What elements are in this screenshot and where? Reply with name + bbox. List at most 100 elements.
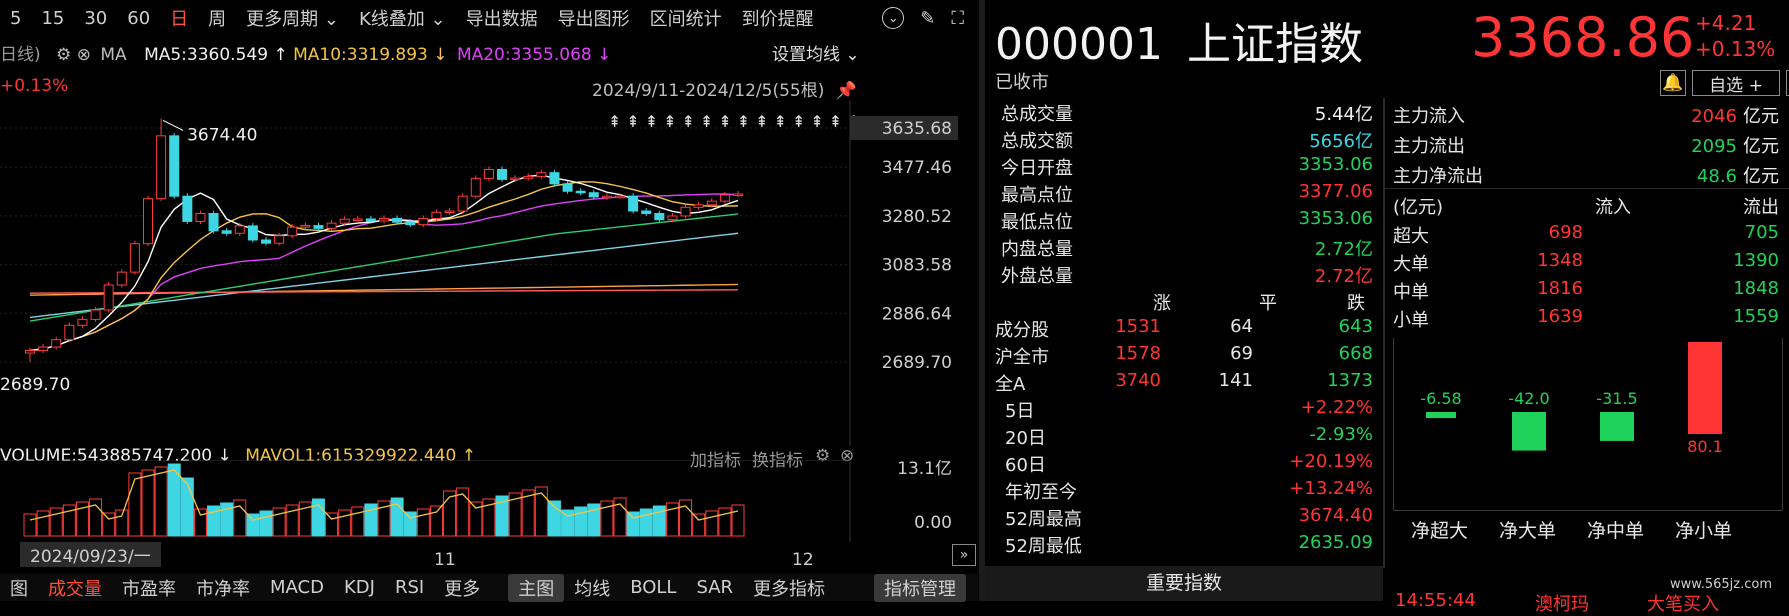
- vol-zero-label: 0.00: [914, 513, 952, 533]
- period-label: 52周最高: [1005, 509, 1082, 530]
- ma10-line: [29, 181, 739, 352]
- candle: [208, 213, 219, 232]
- chevron-circle-icon[interactable]: ⌄: [882, 7, 905, 29]
- chevron-down-icon[interactable]: ▾: [1786, 70, 1789, 96]
- volume-bar: [416, 508, 430, 537]
- period-tab[interactable]: K线叠加 ⌄: [358, 9, 446, 30]
- date-range: 2024/9/11-2024/12/5(55根) 📌: [592, 76, 857, 101]
- period-tab[interactable]: 周: [208, 9, 227, 30]
- candle: [326, 222, 337, 229]
- candle: [234, 225, 245, 234]
- breadth-header: 涨平跌: [985, 287, 1383, 314]
- close-icon[interactable]: ⊗: [76, 45, 91, 65]
- period-tab[interactable]: 15: [41, 7, 65, 29]
- indicator-tab[interactable]: 更多指标: [753, 578, 826, 600]
- main-flow-value: 48.6 亿元: [1697, 162, 1779, 188]
- column-divider: [1383, 98, 1385, 568]
- close-icon[interactable]: ⊗: [840, 446, 855, 466]
- indicator-tab[interactable]: MACD: [270, 577, 324, 598]
- candle: [431, 211, 442, 219]
- period-row: 20日 -2.93%: [985, 422, 1383, 449]
- candle: [221, 230, 232, 234]
- period-value: 3674.40: [1298, 505, 1373, 526]
- indicator-tab[interactable]: 市盈率: [122, 578, 176, 600]
- candle: [654, 213, 665, 221]
- add-indicator-button[interactable]: 加指标: [690, 451, 741, 471]
- stat-row: 总成交额 5656亿: [985, 125, 1383, 152]
- candle: [247, 225, 258, 241]
- indicator-tab[interactable]: 指标管理: [874, 573, 966, 602]
- important-index-button[interactable]: 重要指数: [985, 566, 1383, 601]
- period-tab[interactable]: 30: [84, 7, 108, 29]
- indicator-tab[interactable]: RSI: [394, 577, 425, 598]
- candle: [25, 350, 35, 354]
- indicator-tab[interactable]: KDJ: [343, 577, 375, 598]
- stat-value: 2.72亿: [1314, 266, 1373, 287]
- breadth-row: 成分股 1531 64 643: [985, 314, 1383, 341]
- breadth-up: 3740: [1115, 370, 1161, 391]
- period-tab[interactable]: 导出数据: [465, 9, 538, 30]
- volume-bar: [36, 510, 50, 537]
- period-tab[interactable]: 更多周期 ⌄: [246, 9, 339, 30]
- candle: [418, 217, 429, 226]
- candle: [339, 218, 350, 224]
- chart-type-label: 日线): [0, 45, 41, 65]
- indicator-tab[interactable]: SAR: [696, 577, 734, 598]
- flow-header-in: 流入: [1595, 197, 1631, 218]
- period-tab[interactable]: 60: [127, 7, 151, 29]
- indicator-tab[interactable]: 均线: [574, 578, 611, 600]
- ma10-value: MA10:3319.893: [293, 45, 428, 65]
- add-watchlist-button[interactable]: 自选 +: [1692, 70, 1780, 96]
- volume-bar: [652, 505, 666, 537]
- ma-settings-button[interactable]: 设置均线 ⌄: [772, 45, 860, 65]
- change-value: +4.21: [1695, 11, 1757, 35]
- brush-icon[interactable]: ✎: [920, 7, 936, 29]
- volume-bar: [482, 498, 496, 537]
- net-flow-label: 净小单: [1675, 520, 1733, 542]
- indicator-tab[interactable]: 图: [10, 578, 28, 600]
- fullscreen-icon[interactable]: ⛶: [951, 7, 964, 29]
- indicator-tab[interactable]: 主图: [508, 573, 565, 602]
- period-row: 52周最低 2635.09: [985, 530, 1383, 557]
- flow-out: 1559: [1733, 306, 1779, 327]
- switch-indicator-button[interactable]: 换指标: [752, 451, 803, 471]
- period-tab[interactable]: 导出图形: [557, 9, 630, 30]
- volume-bar: [364, 503, 378, 537]
- ticker-stock[interactable]: 澳柯玛: [1535, 594, 1589, 615]
- period-tab[interactable]: 到价提醒: [741, 9, 814, 30]
- volume-bar: [207, 505, 221, 537]
- volume-bar: [298, 501, 312, 537]
- breadth-flat: 69: [1230, 343, 1253, 364]
- indicator-tab[interactable]: 市净率: [196, 578, 250, 600]
- main-flow-label: 主力流入: [1393, 106, 1465, 127]
- panel-divider[interactable]: [979, 0, 985, 601]
- expand-icon[interactable]: »: [952, 544, 976, 566]
- stat-row: 今日开盘 3353.06: [985, 152, 1383, 179]
- pin-icon[interactable]: 📌: [835, 81, 857, 101]
- volume-bar: [600, 500, 614, 537]
- gear-icon[interactable]: ⚙: [56, 45, 72, 65]
- flow-in: 1639: [1537, 306, 1583, 327]
- indicator-tab[interactable]: BOLL: [630, 577, 677, 598]
- period-tab[interactable]: 区间统计: [649, 9, 722, 30]
- indicator-tab[interactable]: 成交量: [48, 578, 102, 600]
- volume-bar: [456, 487, 470, 537]
- stat-row: 最高点位 3377.06: [985, 179, 1383, 206]
- candle: [261, 239, 271, 244]
- net-flow-value: 80.1: [1687, 437, 1723, 456]
- main-flow-label: 主力净流出: [1393, 166, 1483, 187]
- indicator-tab[interactable]: 更多: [444, 578, 481, 600]
- bell-icon[interactable]: 🔔: [1660, 70, 1686, 96]
- candle: [90, 309, 101, 320]
- volume-bar: [338, 509, 352, 537]
- mavol-line: [29, 469, 739, 521]
- candle: [352, 218, 363, 221]
- breadth-up: 1531: [1115, 316, 1161, 337]
- volume-bar: [561, 509, 575, 537]
- ma5-value: MA5:3360.549: [144, 45, 269, 65]
- kline-chart[interactable]: 3635.68 3477.46 3280.52 3083.58 2886.64 2689.…: [0, 100, 978, 446]
- period-row: 5日 +2.22%: [985, 395, 1383, 422]
- gear-icon[interactable]: ⚙: [815, 446, 831, 466]
- period-tab[interactable]: 日: [170, 9, 189, 30]
- period-tab[interactable]: 5: [10, 7, 22, 29]
